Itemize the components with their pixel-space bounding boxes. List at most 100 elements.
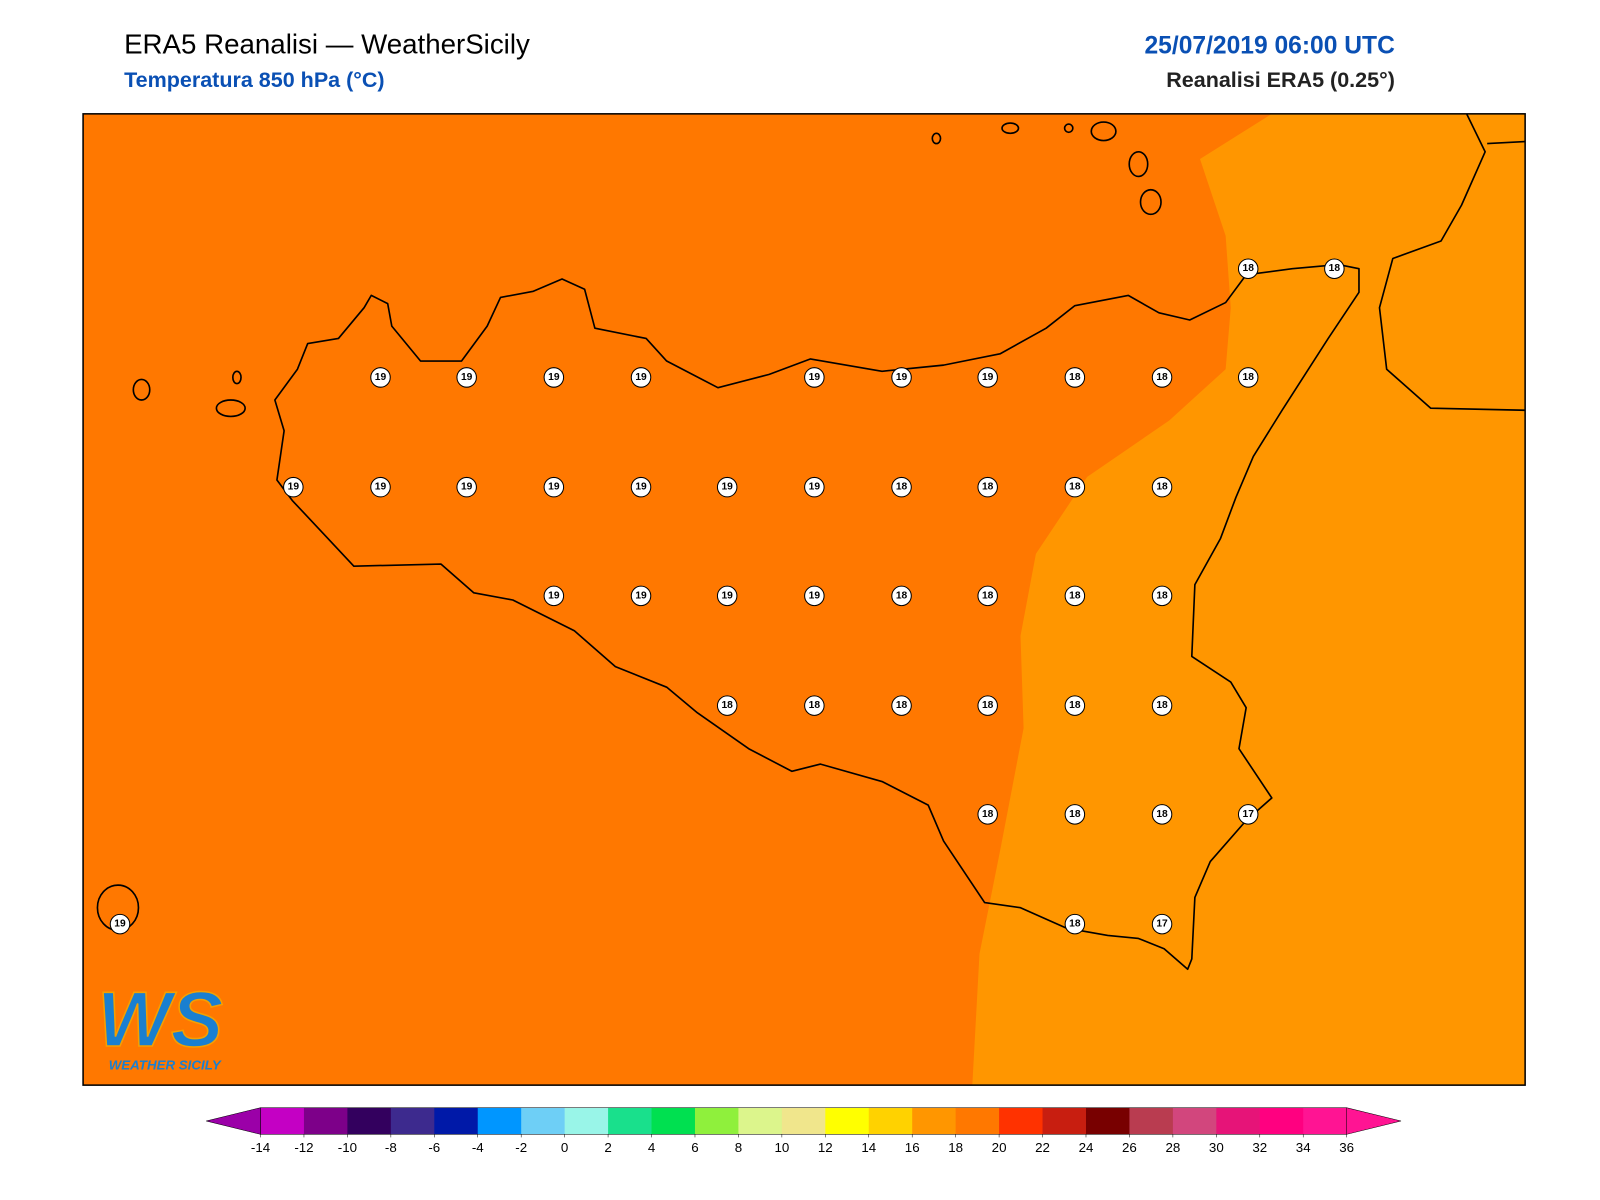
colorbar-tick-label: -6 (428, 1140, 440, 1155)
station-marker (456, 476, 477, 498)
station-value: 18 (982, 590, 994, 601)
station-marker (1237, 804, 1259, 825)
station-marker (977, 367, 998, 388)
colorbar-tick-label: 12 (818, 1140, 833, 1155)
station-marker (543, 367, 565, 388)
station-marker (977, 695, 998, 716)
island (1090, 121, 1117, 142)
colorbar-swatch (825, 1107, 870, 1135)
colorbar-swatch (1129, 1107, 1174, 1135)
station-value: 18 (982, 482, 994, 493)
station-value: 19 (721, 482, 733, 493)
station-marker (283, 476, 304, 498)
colorbar-swatch (1085, 1107, 1130, 1135)
sicily-coast (274, 263, 1360, 971)
station-value: 19 (288, 482, 300, 493)
station-value: 19 (375, 482, 387, 493)
logo-caption: WEATHER SICILY (109, 1058, 222, 1073)
colorbar-frame (260, 1107, 1347, 1135)
colorbar-swatch (564, 1107, 609, 1135)
station-value: 19 (114, 919, 126, 930)
colorbar-tick-label: -10 (338, 1140, 357, 1155)
station-marker (1151, 367, 1173, 388)
station-marker (456, 367, 477, 388)
station-value: 19 (548, 372, 560, 383)
station-value: 19 (982, 372, 994, 383)
colorbar-swatch (651, 1107, 696, 1135)
colorbar-swatch (390, 1107, 435, 1135)
colorbar-tick-label: 14 (861, 1140, 876, 1155)
station-value: 18 (1069, 372, 1081, 383)
station-marker (1151, 476, 1173, 498)
island (132, 378, 151, 401)
island (1001, 122, 1020, 135)
colorbar-tick-label: 10 (774, 1140, 789, 1155)
island (1063, 123, 1074, 134)
colorbar-swatch (912, 1107, 957, 1135)
colorbar-tick-label: 36 (1339, 1140, 1354, 1155)
station-marker (630, 585, 652, 607)
island (215, 399, 246, 418)
colorbar-tick-label: 30 (1209, 1140, 1224, 1155)
station-marker (804, 695, 825, 716)
station-marker (543, 476, 565, 498)
station-value: 18 (809, 700, 821, 711)
station-marker (109, 913, 131, 935)
station-value: 19 (635, 482, 647, 493)
station-marker (716, 695, 738, 716)
colorbar-tick-label: 8 (735, 1140, 742, 1155)
island (1128, 150, 1149, 178)
colorbar-tick-label: -2 (515, 1140, 527, 1155)
station-marker (977, 804, 998, 825)
station-marker (891, 695, 912, 716)
station-marker (716, 476, 738, 498)
island (1139, 188, 1162, 216)
colorbar-tick-label: 34 (1296, 1140, 1311, 1155)
station-value: 17 (1243, 809, 1255, 820)
station-marker (1064, 913, 1086, 935)
colorbar-swatch (477, 1107, 522, 1135)
colorbar-tick-label: 28 (1165, 1140, 1180, 1155)
station-marker (370, 476, 391, 498)
colorbar-tick-label: 16 (905, 1140, 920, 1155)
map-frame (82, 113, 1526, 1086)
colorbar-swatch (781, 1107, 826, 1135)
station-marker (977, 476, 998, 498)
station-value: 18 (1069, 590, 1081, 601)
station-marker (804, 476, 825, 498)
station-value: 19 (896, 372, 908, 383)
colorbar-swatch (521, 1107, 566, 1135)
island (931, 132, 942, 145)
colorbar-swatch (1042, 1107, 1087, 1135)
station-marker (630, 476, 652, 498)
datetime: 25/07/2019 06:00 UTC (1144, 32, 1395, 59)
station-value: 18 (896, 590, 908, 601)
station-marker (1151, 585, 1173, 607)
colorbar-tick-label: 0 (561, 1140, 568, 1155)
station-marker (977, 585, 998, 607)
station-marker (630, 367, 652, 388)
subtitle: Temperatura 850 hPa (°C) (124, 68, 384, 92)
station-marker (891, 476, 912, 498)
station-value: 18 (721, 700, 733, 711)
colorbar-tick-label: 2 (604, 1140, 611, 1155)
colorbar-tick-label: 6 (691, 1140, 698, 1155)
title: ERA5 Reanalisi — WeatherSicily (124, 28, 530, 59)
station-marker (543, 585, 565, 607)
source: Reanalisi ERA5 (0.25°) (1166, 68, 1395, 92)
station-labels: 18 18 19 19 19 19 19 19 19 18 18 18 19 19 19 19 19 19 19 18… (109, 258, 1345, 935)
colorbar-tick-label: 18 (948, 1140, 963, 1155)
colorbar-tick-label: 24 (1079, 1140, 1094, 1155)
station-marker (1237, 367, 1259, 388)
colorbar-tick-label: -4 (472, 1140, 484, 1155)
station-value: 18 (1156, 372, 1168, 383)
station-marker (891, 585, 912, 607)
station-value: 18 (1156, 809, 1168, 820)
station-value: 18 (982, 700, 994, 711)
temperature-field (83, 113, 1526, 1086)
station-value: 18 (1069, 700, 1081, 711)
station-marker (716, 585, 738, 607)
station-value: 19 (461, 372, 473, 383)
